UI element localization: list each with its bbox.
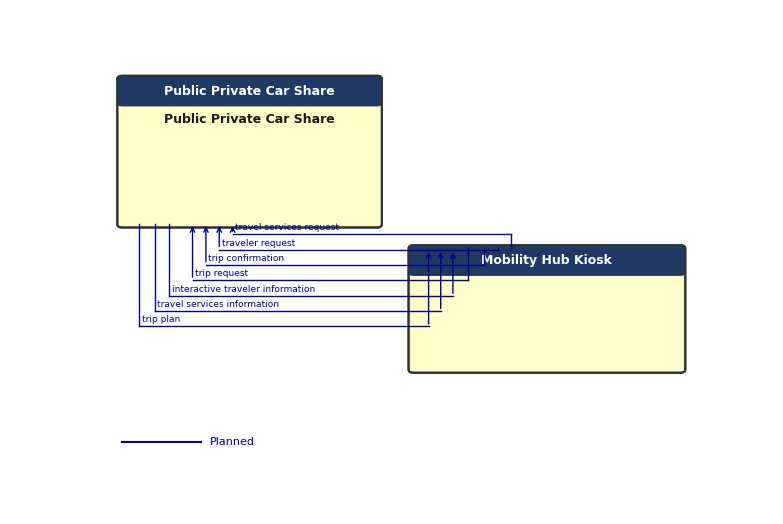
- Text: Mobility Hub Kiosk: Mobility Hub Kiosk: [482, 254, 612, 267]
- Text: Public Private Car Share: Public Private Car Share: [164, 113, 335, 126]
- Text: travel services request: travel services request: [235, 223, 339, 232]
- FancyBboxPatch shape: [117, 76, 382, 227]
- FancyBboxPatch shape: [414, 260, 680, 272]
- FancyBboxPatch shape: [117, 76, 382, 106]
- FancyBboxPatch shape: [409, 245, 685, 276]
- FancyBboxPatch shape: [123, 91, 377, 103]
- Text: trip request: trip request: [195, 269, 248, 278]
- Text: interactive traveler information: interactive traveler information: [172, 285, 316, 293]
- FancyBboxPatch shape: [409, 245, 685, 373]
- Text: trip confirmation: trip confirmation: [208, 254, 284, 263]
- Text: trip plan: trip plan: [142, 315, 180, 324]
- Text: Public Private Car Share: Public Private Car Share: [164, 84, 335, 97]
- Text: travel services information: travel services information: [157, 300, 280, 309]
- Text: traveler request: traveler request: [222, 238, 295, 248]
- Text: Planned: Planned: [210, 437, 255, 447]
